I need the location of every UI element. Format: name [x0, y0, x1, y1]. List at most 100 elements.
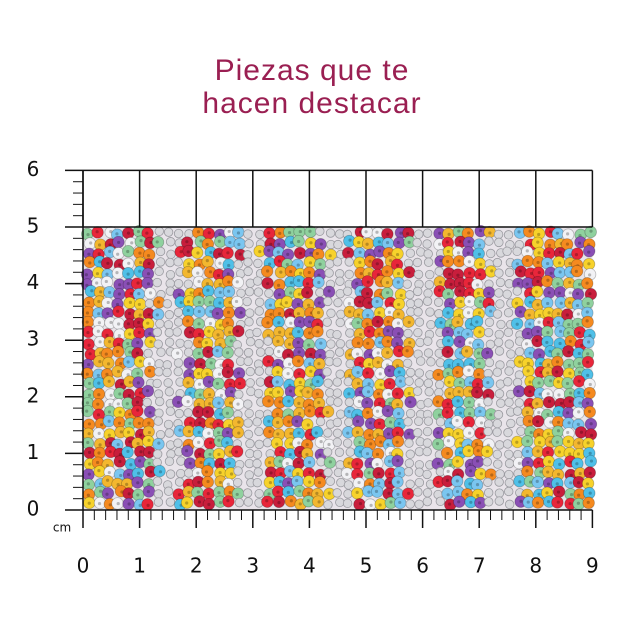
- bead-hole: [127, 492, 131, 496]
- crystal: [173, 317, 184, 327]
- bead-hole: [467, 291, 472, 295]
- crystal: [184, 468, 194, 478]
- bead-hole: [536, 303, 540, 307]
- bead: [510, 317, 524, 330]
- crystal: [492, 367, 503, 377]
- bead-hole: [267, 262, 272, 266]
- crystal: [153, 489, 164, 499]
- bead-hole: [446, 493, 450, 497]
- bead-hole: [268, 429, 272, 434]
- bead: [432, 437, 445, 451]
- crystal: [493, 409, 504, 420]
- y-ruler-label: 4: [27, 270, 40, 294]
- crystal: [404, 438, 414, 448]
- bead-hole: [376, 392, 381, 396]
- crystal: [332, 437, 343, 448]
- bead-hole: [526, 369, 530, 373]
- bead-hole: [277, 312, 282, 316]
- bead-hole: [106, 311, 110, 316]
- bead-hole: [287, 342, 292, 346]
- bead-hole: [577, 362, 581, 366]
- bead-hole: [95, 460, 100, 465]
- bead-hole: [276, 490, 280, 494]
- bead-hole: [108, 402, 112, 407]
- crystal: [413, 327, 423, 338]
- bead-hole: [516, 281, 520, 286]
- bead-hole: [108, 441, 112, 445]
- crystal: [244, 408, 254, 419]
- bead-hole: [407, 240, 411, 244]
- bead-hole: [84, 273, 88, 277]
- crystal: [325, 228, 336, 238]
- bead-hole: [407, 320, 411, 325]
- crystal: [345, 328, 355, 338]
- bead-hole: [518, 480, 522, 484]
- bead-hole: [548, 349, 552, 353]
- bead-hole: [278, 330, 282, 334]
- crystal: [414, 378, 424, 388]
- crystal: [332, 388, 343, 398]
- bead-hole: [97, 431, 101, 435]
- bead-hole: [386, 291, 390, 295]
- bead-hole: [447, 432, 451, 436]
- bead-hole: [296, 312, 301, 316]
- crystal: [262, 437, 273, 448]
- crystal: [483, 477, 493, 487]
- bead-hole: [267, 419, 271, 423]
- bead-hole: [226, 310, 231, 314]
- bead-hole: [99, 290, 103, 294]
- bead-hole: [285, 461, 289, 466]
- bead-hole: [145, 231, 149, 235]
- bead-hole: [116, 482, 120, 487]
- bead: [391, 475, 404, 488]
- bead-hole: [136, 341, 140, 345]
- bead-hole: [588, 471, 592, 475]
- crystal: [494, 488, 505, 498]
- bead-hole: [229, 472, 234, 476]
- x-ruler-label: 9: [586, 554, 599, 578]
- bead-hole: [527, 419, 532, 423]
- bead-hole: [105, 372, 109, 376]
- bead-hole: [378, 401, 382, 405]
- bead-hole: [269, 242, 273, 246]
- bead: [222, 495, 235, 508]
- bead-hole: [117, 342, 121, 347]
- bead-hole: [96, 413, 101, 417]
- bead: [581, 277, 594, 290]
- bead-hole: [357, 240, 361, 245]
- bead-hole: [107, 433, 111, 437]
- bead-hole: [138, 269, 142, 273]
- bead-hole: [557, 410, 561, 414]
- bead-hole: [287, 420, 291, 424]
- bead-hole: [98, 340, 102, 344]
- crystal: [164, 387, 175, 397]
- bead-hole: [296, 278, 301, 282]
- crystal: [343, 489, 353, 499]
- crystal: [254, 297, 265, 307]
- bead-hole: [188, 330, 192, 334]
- crystal: [494, 477, 504, 487]
- bead-hole: [547, 291, 551, 295]
- bead-hole: [207, 393, 212, 397]
- bead-hole: [405, 349, 409, 353]
- bead-hole: [97, 381, 101, 385]
- bead-hole: [586, 352, 590, 356]
- bead-hole: [186, 308, 190, 313]
- bead-hole: [238, 252, 242, 256]
- bead-hole: [577, 282, 582, 286]
- bead-hole: [476, 372, 481, 377]
- bead-hole: [566, 331, 570, 335]
- bead-hole: [377, 311, 381, 315]
- bead-hole: [386, 432, 391, 436]
- x-ruler-label: 0: [77, 554, 90, 578]
- crystal: [402, 358, 413, 368]
- crystal: [165, 257, 175, 268]
- bead-hole: [227, 289, 231, 293]
- bead-hole: [378, 503, 382, 507]
- crystal: [254, 366, 265, 376]
- bead-hole: [234, 450, 239, 454]
- bead-hole: [235, 329, 240, 333]
- bead-hole: [87, 422, 92, 426]
- bead-hole: [396, 240, 400, 245]
- bead: [391, 435, 405, 448]
